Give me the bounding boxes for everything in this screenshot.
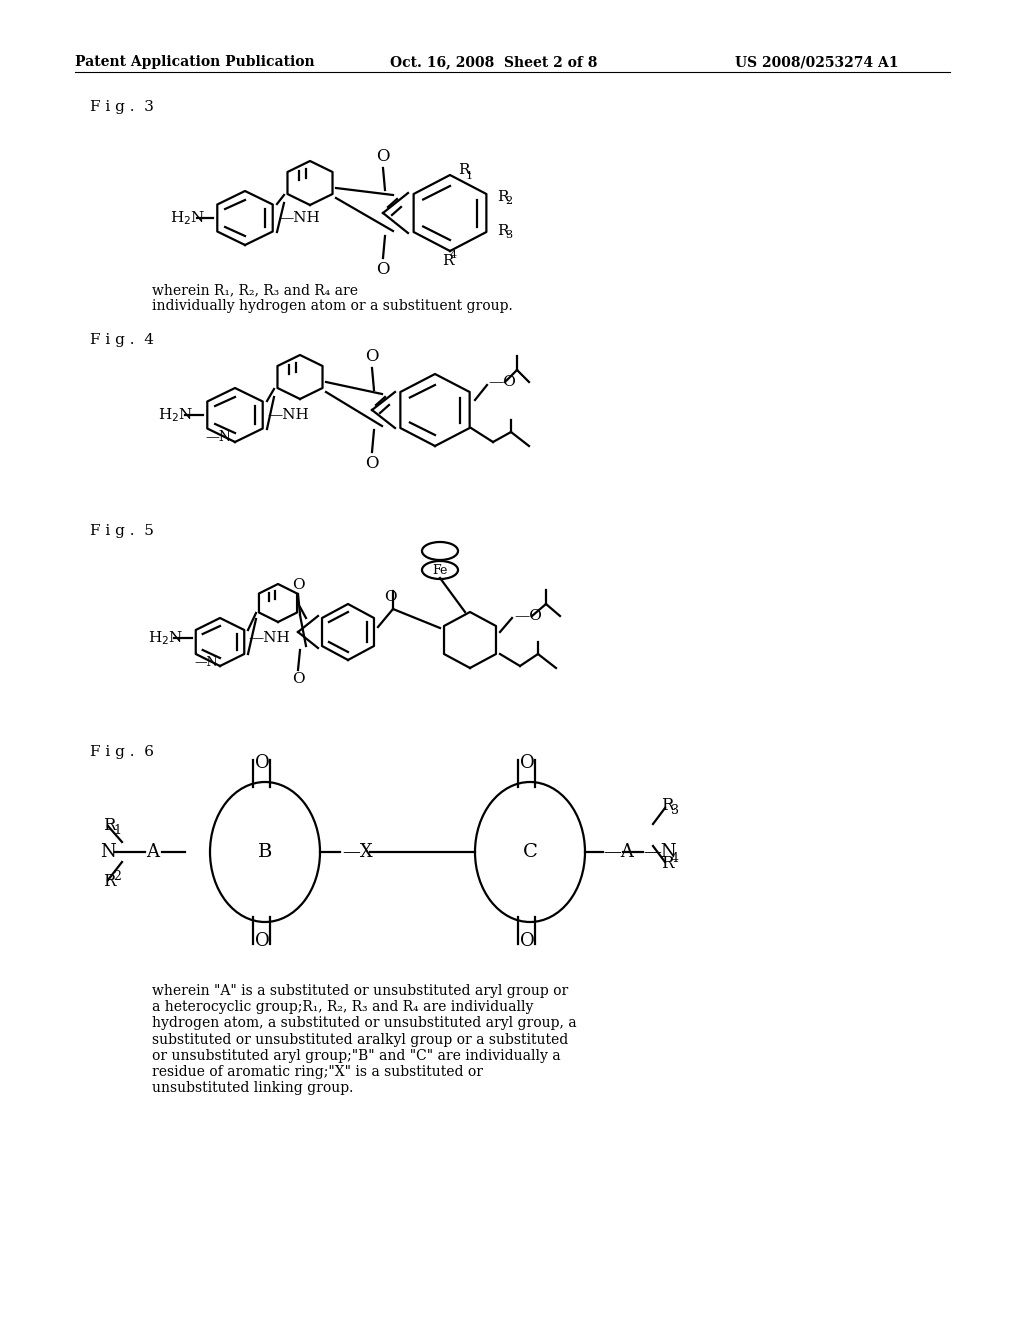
Text: O: O <box>292 578 304 591</box>
Text: F i g .  6: F i g . 6 <box>90 744 154 759</box>
Text: —NH: —NH <box>278 211 319 224</box>
Text: A: A <box>146 843 159 861</box>
Text: H$_2$N: H$_2$N <box>170 209 206 227</box>
Text: —O: —O <box>514 609 542 623</box>
Text: F i g .  3: F i g . 3 <box>90 100 154 114</box>
Text: O: O <box>376 261 390 279</box>
Text: O: O <box>366 348 379 366</box>
Text: R: R <box>662 797 674 814</box>
Text: F i g .  4: F i g . 4 <box>90 333 154 347</box>
Text: O: O <box>292 672 304 686</box>
Text: R: R <box>662 855 674 873</box>
Text: R: R <box>103 817 116 833</box>
Text: —NH: —NH <box>267 408 309 422</box>
Text: R: R <box>497 224 509 238</box>
Text: O: O <box>376 148 390 165</box>
Text: —O: —O <box>488 375 516 389</box>
Text: C: C <box>522 843 538 861</box>
Text: 4: 4 <box>671 853 679 866</box>
Text: O: O <box>384 590 396 605</box>
Text: 1: 1 <box>466 172 473 181</box>
Text: F i g .  5: F i g . 5 <box>90 524 154 539</box>
Text: Oct. 16, 2008  Sheet 2 of 8: Oct. 16, 2008 Sheet 2 of 8 <box>390 55 597 69</box>
Text: —X—: —X— <box>342 843 390 861</box>
Text: N: N <box>100 843 116 861</box>
Text: H$_2$N: H$_2$N <box>158 407 194 424</box>
Text: R: R <box>103 874 116 891</box>
Text: —N: —N <box>205 430 231 444</box>
Text: R: R <box>458 162 469 177</box>
Text: —N: —N <box>643 843 677 861</box>
Text: wherein "A" is a substituted or unsubstituted aryl group or
a heterocyclic group: wherein "A" is a substituted or unsubsti… <box>152 983 577 1096</box>
Text: Fe: Fe <box>432 564 447 577</box>
Text: 3: 3 <box>671 804 679 817</box>
Text: H$_2$N: H$_2$N <box>148 630 183 647</box>
Text: wherein R₁, R₂, R₃ and R₄ are
individually hydrogen atom or a substituent group.: wherein R₁, R₂, R₃ and R₄ are individual… <box>152 282 513 313</box>
Text: 1: 1 <box>113 824 121 837</box>
Text: B: B <box>258 843 272 861</box>
Text: R: R <box>497 190 509 205</box>
Text: —NH: —NH <box>248 631 290 645</box>
Text: O: O <box>255 932 269 950</box>
Text: —A: —A <box>603 843 634 861</box>
Text: US 2008/0253274 A1: US 2008/0253274 A1 <box>735 55 898 69</box>
Text: —N: —N <box>194 656 217 668</box>
Text: R: R <box>442 253 454 268</box>
Text: O: O <box>519 932 535 950</box>
Text: O: O <box>255 754 269 772</box>
Text: Patent Application Publication: Patent Application Publication <box>75 55 314 69</box>
Text: 2: 2 <box>505 195 512 206</box>
Text: O: O <box>366 455 379 473</box>
Text: O: O <box>519 754 535 772</box>
Text: 4: 4 <box>450 249 457 260</box>
Text: 3: 3 <box>505 230 512 240</box>
Text: 2: 2 <box>113 870 121 883</box>
